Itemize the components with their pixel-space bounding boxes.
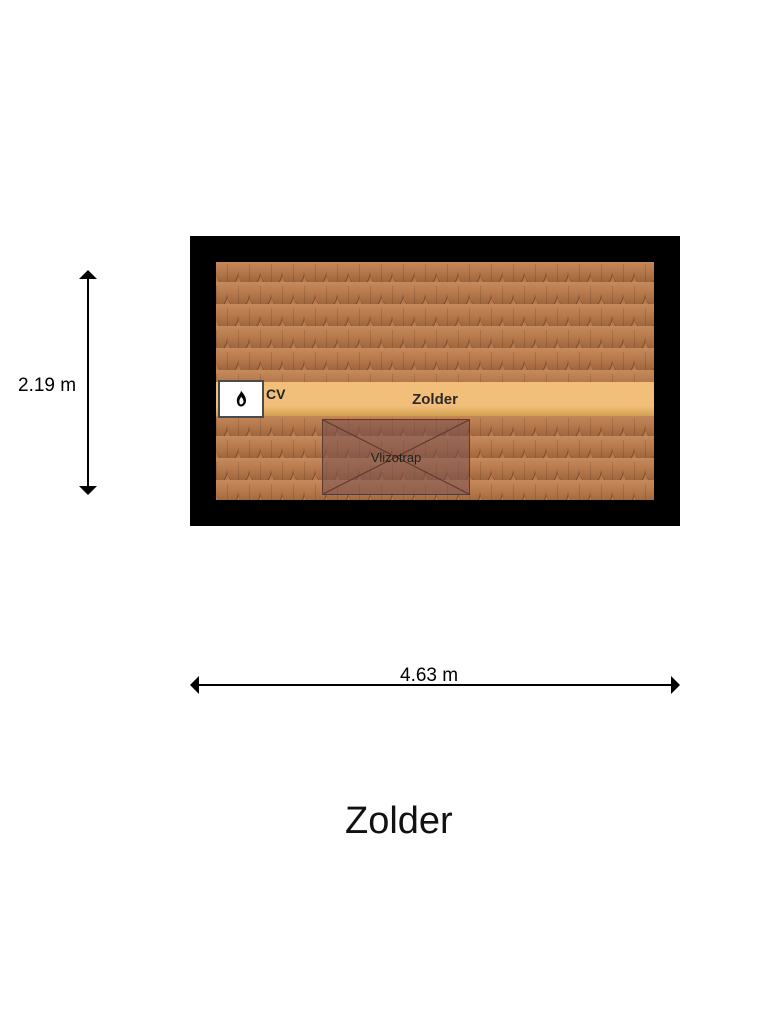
dimension-horizontal-label: 4.63 m [400, 665, 458, 687]
vlizotrap-label: Vlizotrap [371, 450, 422, 465]
page-title: Zolder [345, 800, 453, 843]
cv-unit [218, 380, 264, 418]
dimension-vertical [79, 270, 97, 495]
dimension-vertical-label: 2.19 m [18, 375, 76, 397]
vlizotrap: Vlizotrap [322, 419, 470, 495]
ridge-label: Zolder [412, 391, 458, 408]
cv-label: CV [266, 386, 285, 402]
flame-icon [231, 389, 251, 409]
